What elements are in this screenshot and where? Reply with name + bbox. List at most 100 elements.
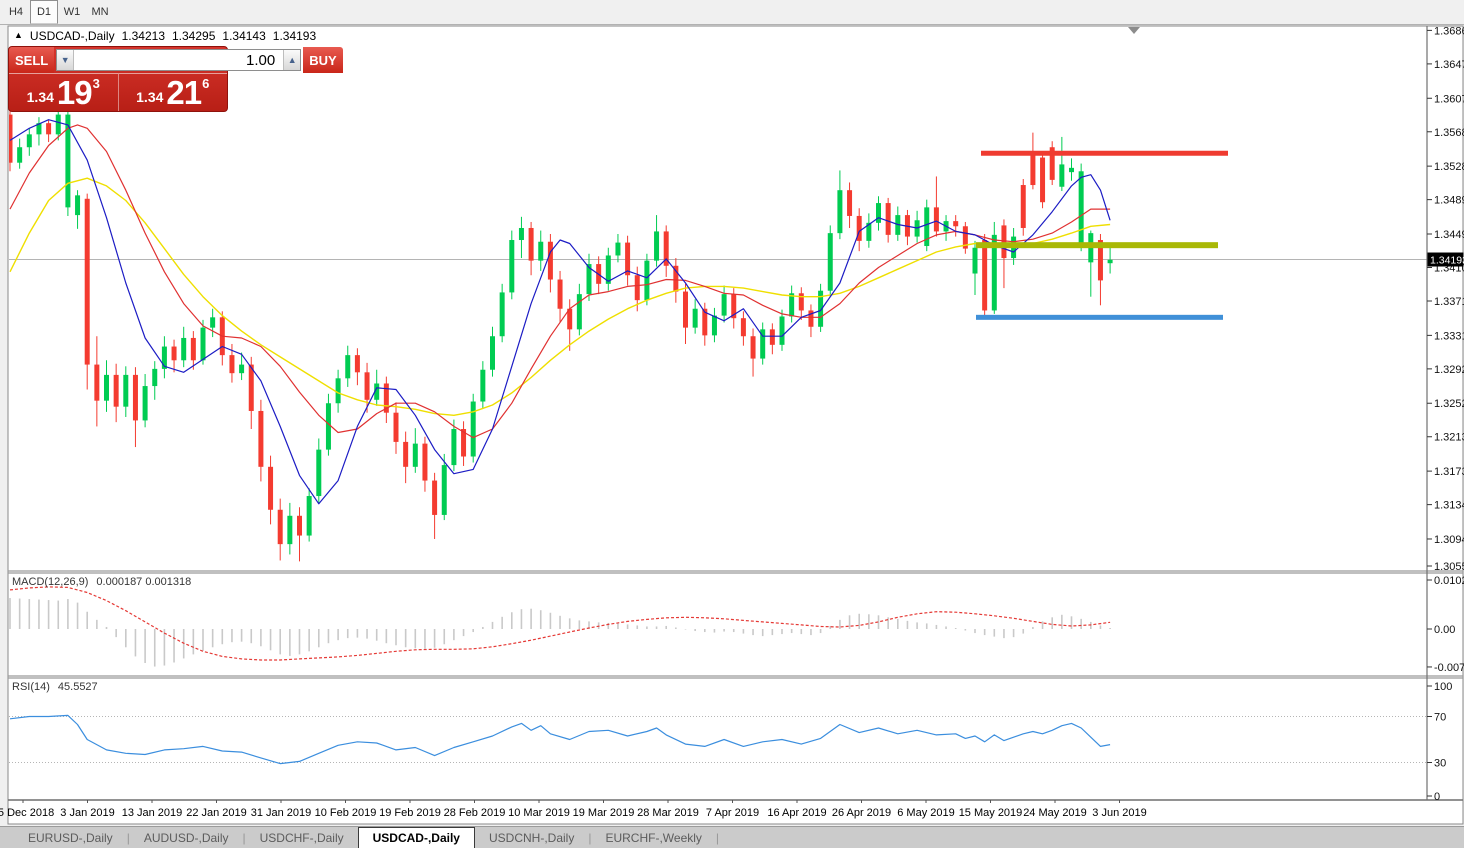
svg-text:0.00: 0.00 bbox=[1434, 624, 1455, 636]
tab-separator: | bbox=[242, 830, 246, 845]
timeframe-tab-h4[interactable]: H4 bbox=[8, 6, 24, 18]
svg-text:7 Apr 2019: 7 Apr 2019 bbox=[706, 807, 759, 819]
svg-text:1.32520: 1.32520 bbox=[1434, 398, 1464, 410]
svg-text:1.35280: 1.35280 bbox=[1434, 161, 1464, 173]
svg-text:1.36470: 1.36470 bbox=[1434, 59, 1464, 71]
volume-input[interactable] bbox=[74, 50, 284, 70]
sell-button[interactable]: SELL bbox=[9, 47, 55, 73]
svg-text:0.010229: 0.010229 bbox=[1434, 575, 1464, 587]
svg-text:1.30940: 1.30940 bbox=[1434, 534, 1464, 546]
tab-separator: | bbox=[126, 830, 130, 845]
chart-tab-audusd[interactable]: AUDUSD-,Daily bbox=[143, 830, 229, 845]
level-line-mid-support[interactable] bbox=[976, 242, 1218, 249]
ma-mid-line bbox=[9, 124, 1111, 439]
svg-text:13 Jan 2019: 13 Jan 2019 bbox=[122, 807, 183, 819]
svg-text:1.33310: 1.33310 bbox=[1434, 330, 1464, 342]
one-click-trading-widget: SELL ▼ ▲ BUY 1.34 19 3 1.34 21 6 bbox=[8, 46, 343, 112]
chart-tab-eurchf[interactable]: EURCHF-,Weekly bbox=[605, 830, 702, 845]
macd-name: MACD(12,26,9) bbox=[12, 576, 89, 588]
bid-price-tag-text: 1.34193 bbox=[1430, 255, 1464, 267]
tab-separator: | bbox=[715, 830, 720, 845]
sell-price-sup: 3 bbox=[92, 76, 100, 91]
svg-text:19 Mar 2019: 19 Mar 2019 bbox=[573, 807, 635, 819]
level-line-lower-support[interactable] bbox=[976, 314, 1223, 320]
svg-text:16 Apr 2019: 16 Apr 2019 bbox=[767, 807, 826, 819]
bid-price-tag bbox=[1427, 252, 1464, 267]
svg-text:10 Mar 2019: 10 Mar 2019 bbox=[508, 807, 570, 819]
svg-text:25 Dec 2018: 25 Dec 2018 bbox=[0, 807, 54, 819]
sell-price-prefix: 1.34 bbox=[26, 88, 54, 105]
chart-tab-usdchf[interactable]: USDCHF-,Daily bbox=[259, 830, 344, 845]
svg-text:70: 70 bbox=[1434, 712, 1446, 724]
volume-decrease-icon[interactable]: ▼ bbox=[57, 50, 75, 70]
macd-values: 0.000187 0.001318 bbox=[96, 576, 192, 588]
svg-text:15 May 2019: 15 May 2019 bbox=[959, 807, 1023, 819]
quote-high: 1.34295 bbox=[172, 29, 216, 43]
ma-fast-line bbox=[9, 119, 1111, 505]
rsi-indicator-label: RSI(14) 45.5527 bbox=[12, 681, 98, 693]
buy-price-panel[interactable]: 1.34 21 6 bbox=[118, 73, 227, 111]
chart-tabs-bar: EURUSD-,Daily | AUDUSD-,Daily | USDCHF-,… bbox=[0, 826, 1464, 848]
sell-price-big: 19 bbox=[56, 73, 93, 111]
svg-text:1.32920: 1.32920 bbox=[1434, 364, 1464, 376]
svg-text:1.35680: 1.35680 bbox=[1434, 127, 1464, 139]
tab-separator: | bbox=[588, 830, 592, 845]
buy-price-big: 21 bbox=[166, 73, 202, 111]
rsi-value: 45.5527 bbox=[57, 681, 98, 693]
rsi-line bbox=[9, 714, 1111, 765]
svg-text:28 Feb 2019: 28 Feb 2019 bbox=[444, 807, 506, 819]
svg-text:1.34490: 1.34490 bbox=[1434, 229, 1464, 241]
timeframe-toolbar: H4 D1 W1 MN bbox=[0, 0, 1464, 25]
main-price-pane bbox=[9, 27, 1427, 562]
timeframe-tab-mn[interactable]: MN bbox=[91, 6, 109, 18]
svg-text:24 May 2019: 24 May 2019 bbox=[1023, 807, 1087, 819]
svg-text:-0.007477: -0.007477 bbox=[1434, 662, 1464, 674]
chart-shift-marker-icon bbox=[1128, 27, 1140, 34]
svg-text:31 Jan 2019: 31 Jan 2019 bbox=[251, 807, 312, 819]
quote-low: 1.34143 bbox=[222, 29, 266, 43]
svg-text:3 Jan 2019: 3 Jan 2019 bbox=[60, 807, 114, 819]
timeframe-tab-w1[interactable]: W1 bbox=[63, 6, 81, 18]
symbol-name: USDCAD-,Daily bbox=[29, 29, 115, 43]
svg-text:1.32130: 1.32130 bbox=[1434, 432, 1464, 444]
quote-close: 1.34193 bbox=[272, 29, 317, 43]
price-axis[interactable]: 1.36860 1.36470 1.36070 1.35680 1.35280 1.348… bbox=[1426, 25, 1464, 803]
svg-text:1.36070: 1.36070 bbox=[1434, 93, 1464, 105]
svg-text:26 Apr 2019: 26 Apr 2019 bbox=[832, 807, 891, 819]
chart-tab-usdcad[interactable]: USDCAD-,Daily bbox=[357, 827, 475, 848]
volume-stepper: ▼ ▲ bbox=[56, 49, 302, 71]
svg-text:1.30550: 1.30550 bbox=[1434, 561, 1464, 573]
macd-signal-line bbox=[9, 586, 1111, 661]
quote-open: 1.34213 bbox=[121, 29, 165, 43]
svg-text:1.33710: 1.33710 bbox=[1434, 296, 1464, 308]
svg-text:19 Feb 2019: 19 Feb 2019 bbox=[379, 807, 441, 819]
svg-text:1.31340: 1.31340 bbox=[1434, 500, 1464, 512]
timeframe-tab-d1[interactable]: D1 bbox=[30, 0, 58, 24]
buy-price-prefix: 1.34 bbox=[136, 88, 164, 105]
svg-text:22 Jan 2019: 22 Jan 2019 bbox=[186, 807, 247, 819]
svg-text:3 Jun 2019: 3 Jun 2019 bbox=[1092, 807, 1146, 819]
buy-button[interactable]: BUY bbox=[303, 47, 343, 73]
sell-price-panel[interactable]: 1.34 19 3 bbox=[9, 73, 119, 111]
chart-tab-usdcnh[interactable]: USDCNH-,Daily bbox=[488, 830, 575, 845]
svg-text:6 May 2019: 6 May 2019 bbox=[897, 807, 954, 819]
symbol-marker-icon: ▲ bbox=[14, 30, 23, 40]
svg-text:10 Feb 2019: 10 Feb 2019 bbox=[315, 807, 377, 819]
svg-text:28 Mar 2019: 28 Mar 2019 bbox=[637, 807, 699, 819]
macd-pane bbox=[9, 586, 1111, 667]
svg-text:100: 100 bbox=[1434, 681, 1452, 693]
chart-tab-eurusd[interactable]: EURUSD-,Daily bbox=[28, 830, 113, 845]
svg-text:0: 0 bbox=[1434, 791, 1440, 803]
level-line-resistance[interactable] bbox=[981, 150, 1228, 156]
svg-text:1.34890: 1.34890 bbox=[1434, 195, 1464, 207]
svg-text:1.31730: 1.31730 bbox=[1434, 466, 1464, 478]
chart-symbol-line: ▲ USDCAD-,Daily 1.34213 1.34295 1.34143 … bbox=[14, 29, 316, 43]
svg-text:1.36860: 1.36860 bbox=[1434, 25, 1464, 37]
rsi-name: RSI(14) bbox=[12, 681, 50, 693]
svg-text:30: 30 bbox=[1434, 758, 1446, 770]
chart-window-frame bbox=[7, 25, 1464, 825]
ma-slow-line bbox=[9, 177, 1111, 416]
volume-increase-icon[interactable]: ▲ bbox=[283, 50, 301, 70]
